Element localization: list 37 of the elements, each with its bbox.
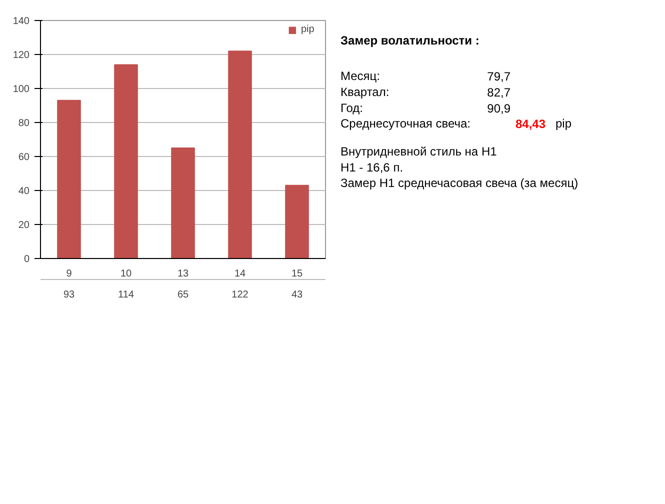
text: pip	[556, 116, 572, 131]
y-tick-label: 140	[12, 16, 30, 27]
bar	[228, 50, 252, 258]
text: Год:	[340, 100, 363, 115]
x-tick-label: 9	[66, 268, 72, 280]
text: Квартал:	[340, 84, 390, 99]
text: Среднесуточная свеча:	[340, 116, 470, 131]
y-tick-label: 60	[18, 152, 30, 163]
x-tick-label: 14	[234, 268, 246, 280]
bar	[57, 100, 81, 258]
text: Замер волатильности :	[340, 33, 480, 48]
x-tick-label: 15	[291, 268, 303, 280]
text: 90,9	[487, 101, 511, 116]
x-tick-label: 13	[177, 268, 189, 280]
y-tick-label: 40	[18, 186, 30, 197]
bar	[114, 64, 138, 258]
text: 79,7	[487, 70, 511, 84]
bar	[285, 184, 309, 258]
data-label: 65	[177, 290, 189, 300]
text: Месяц:	[340, 69, 380, 84]
y-tick-label: 0	[24, 254, 30, 265]
text: H1 - 16,6 п.	[340, 160, 404, 174]
data-label: 122	[232, 290, 249, 300]
bar	[171, 148, 195, 258]
y-tick-label: 100	[12, 84, 30, 95]
text: 84,43	[515, 117, 546, 132]
x-tick-label: 10	[120, 268, 132, 280]
legend-label: pip	[301, 24, 316, 35]
data-label: 93	[63, 290, 75, 300]
text: Внутридневной стиль на H1	[340, 144, 498, 158]
y-tick-label: 80	[18, 118, 30, 129]
y-tick-label: 20	[18, 220, 30, 231]
text: 82,7	[487, 85, 511, 100]
y-tick-label: 120	[12, 50, 30, 61]
data-label: 43	[291, 290, 303, 300]
data-label: 114	[118, 290, 134, 300]
text: Замер H1 среднечасовая свеча (за месяц)	[340, 176, 578, 190]
